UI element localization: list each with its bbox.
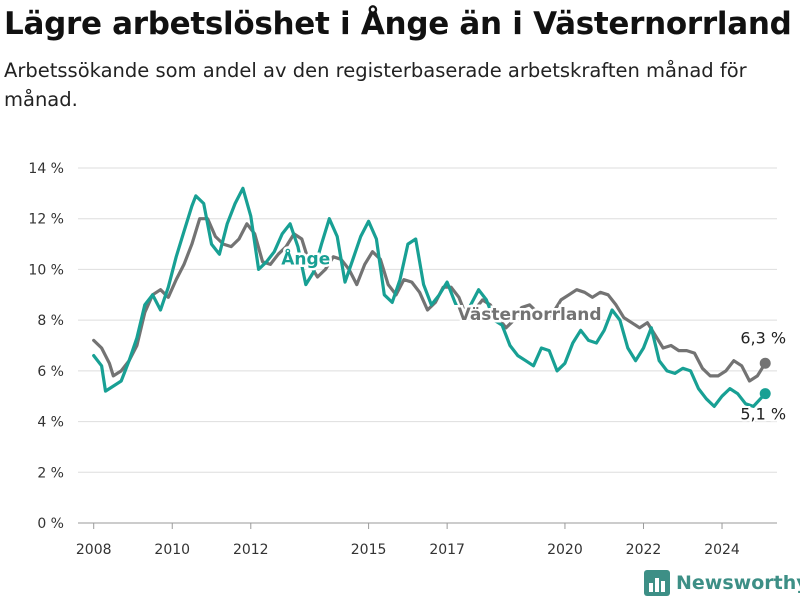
x-axis: 2008 2010 2012 2015 2017 2020 2022 2024 bbox=[76, 523, 740, 558]
series-name-label: Ånge bbox=[281, 246, 330, 269]
y-tick-label: 4 % bbox=[37, 415, 64, 431]
series-end-label-vasternorrland: 6,3 % bbox=[740, 328, 786, 347]
y-axis-tick-labels: 0 % 2 % 4 % 6 % 8 % 10 % 12 % 14 % bbox=[28, 161, 64, 532]
chart-title: Lägre arbetslöshet i Ånge än i Västernor… bbox=[4, 6, 792, 42]
x-tick-label: 2024 bbox=[704, 542, 740, 558]
y-tick-label: 14 % bbox=[28, 161, 64, 177]
x-tick-label: 2015 bbox=[351, 542, 387, 558]
brand-name: Newsworthy bbox=[676, 572, 800, 594]
x-tick-label: 2010 bbox=[154, 542, 190, 558]
y-tick-label: 10 % bbox=[28, 262, 64, 278]
y-tick-label: 2 % bbox=[37, 465, 64, 481]
bar-chart-logo-icon bbox=[644, 570, 670, 596]
y-gridlines bbox=[78, 167, 777, 524]
y-tick-label: 0 % bbox=[37, 516, 64, 532]
x-tick-label: 2020 bbox=[547, 542, 583, 558]
y-tick-label: 12 % bbox=[28, 212, 64, 228]
x-tick-label: 2008 bbox=[76, 542, 112, 558]
y-tick-label: 6 % bbox=[37, 364, 64, 380]
x-tick-label: 2012 bbox=[233, 542, 269, 558]
brand-logo: Newsworthy bbox=[644, 569, 800, 597]
x-tick-label: 2022 bbox=[626, 542, 662, 558]
series-lines bbox=[92, 186, 771, 408]
series-endpoint-ange bbox=[759, 388, 771, 400]
x-tick-label: 2017 bbox=[429, 542, 465, 558]
series-endpoint-vasternorrland bbox=[759, 357, 771, 369]
series-name-label: Västernorrland bbox=[458, 305, 602, 325]
chart-subtitle: Arbetssökande som andel av den registerb… bbox=[4, 59, 747, 111]
y-tick-label: 8 % bbox=[37, 313, 64, 329]
series-line-ange bbox=[92, 186, 767, 408]
series-end-label-ange: 5,1 % bbox=[740, 405, 786, 424]
series-labels: 6,3 % 5,1 % Ånge Västernorrland bbox=[279, 244, 788, 426]
